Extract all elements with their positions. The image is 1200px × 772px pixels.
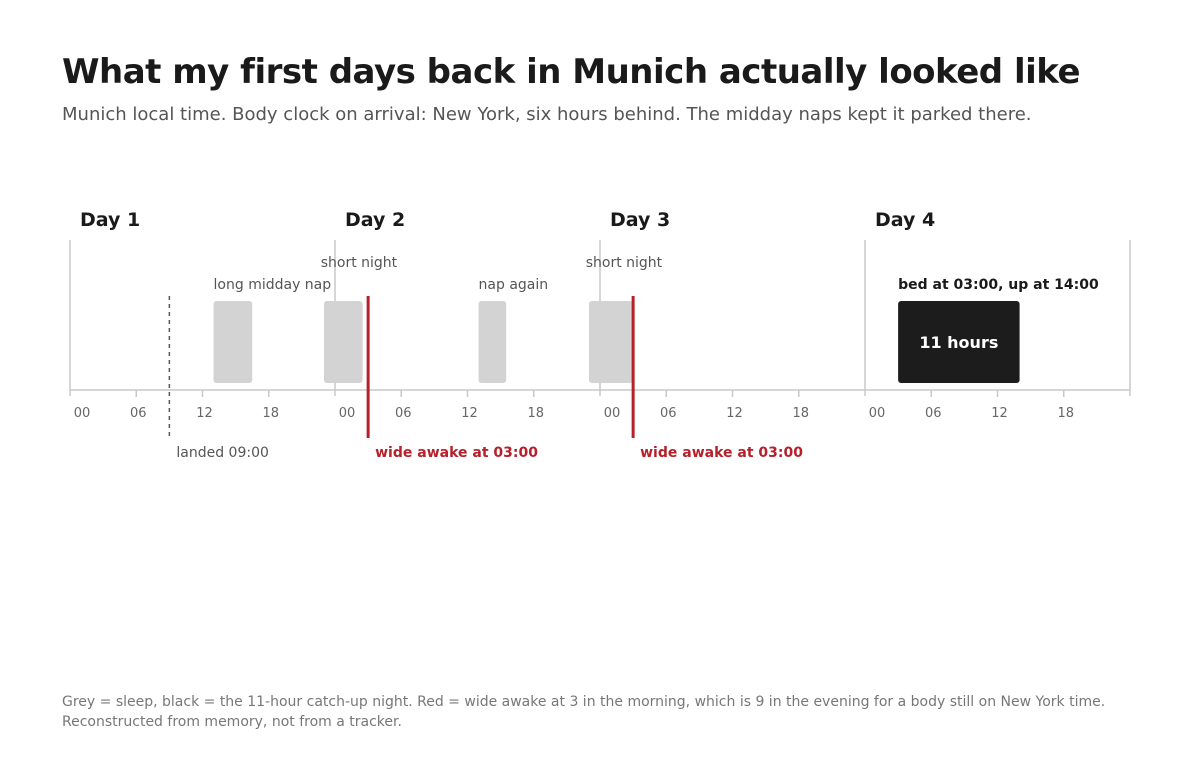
sleep-bar-label: long midday nap [214, 277, 332, 293]
tick-label: 06 [925, 406, 942, 421]
footnote-line-2: Reconstructed from memory, not from a tr… [62, 714, 402, 730]
page-subtitle: Munich local time. Body clock on arrival… [62, 104, 1032, 125]
sleep-bar-label: nap again [479, 277, 549, 293]
tick-label: 00 [604, 406, 621, 421]
tick-label: 18 [792, 406, 809, 421]
tick-label: 12 [196, 406, 213, 421]
footnote-line-1: Grey = sleep, black = the 11-hour catch-… [62, 694, 1106, 710]
day-label: Day 1 [80, 209, 140, 231]
day-label: Day 4 [875, 209, 935, 231]
tick-label: 18 [262, 406, 279, 421]
tick-label: 00 [74, 406, 91, 421]
day-label: Day 3 [610, 209, 670, 231]
tick-label: 00 [869, 406, 886, 421]
day-label: Day 2 [345, 209, 405, 231]
page-title: What my first days back in Munich actual… [62, 52, 1081, 92]
tick-label: 18 [1057, 406, 1074, 421]
tick-label: 18 [527, 406, 544, 421]
sleep-bar-duration-label: 11 hours [919, 333, 998, 352]
event-label: wide awake at 03:00 [640, 445, 803, 461]
sleep-bar-label: bed at 03:00, up at 14:00 [898, 277, 1099, 293]
night-sleep-bar [323, 301, 363, 383]
tick-label: 12 [726, 406, 743, 421]
footnote: Grey = sleep, black = the 11-hour catch-… [62, 692, 1142, 732]
sleep-bar-label: short night [586, 255, 663, 271]
night-sleep-bar [588, 301, 634, 383]
event-label: wide awake at 03:00 [375, 445, 538, 461]
tick-label: 06 [395, 406, 412, 421]
tick-label: 12 [461, 406, 478, 421]
sleep-bar-label: short night [321, 255, 398, 271]
tick-label: 00 [339, 406, 356, 421]
nap-sleep-bar [478, 301, 507, 383]
tick-label: 12 [991, 406, 1008, 421]
catch-up-sleep-bar [898, 301, 1020, 383]
tick-label: 06 [130, 406, 147, 421]
event-label: landed 09:00 [176, 445, 269, 461]
tick-label: 06 [660, 406, 677, 421]
nap-sleep-bar [213, 301, 253, 383]
